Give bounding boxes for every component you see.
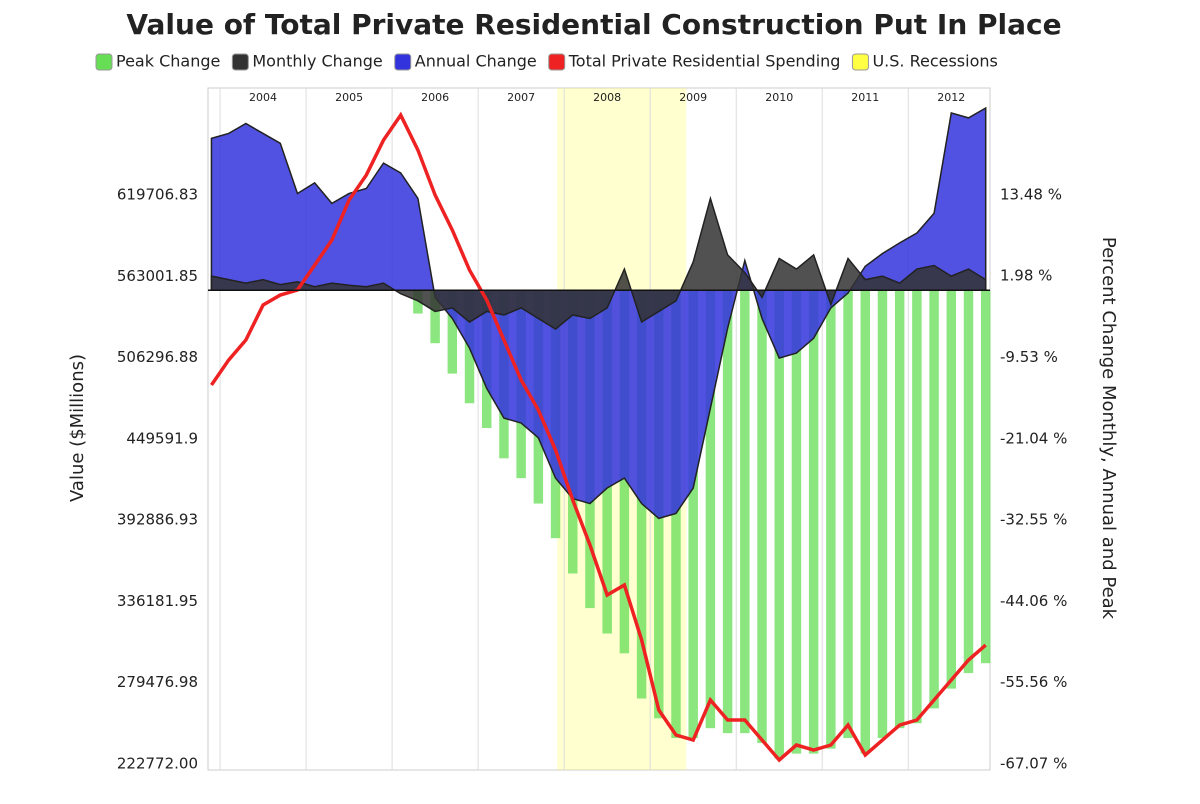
legend-label: Total Private Residential Spending (568, 52, 841, 71)
area (210, 195, 987, 331)
peak-bar (757, 290, 767, 744)
legend-label: U.S. Recessions (872, 52, 997, 71)
peak-bar (963, 290, 974, 674)
y2-tick-label: -55.56 % (1000, 673, 1067, 691)
peak-bar (877, 290, 888, 739)
peak-bar (791, 290, 802, 754)
y-tick-label: 449591.9 (126, 429, 198, 447)
peak-bar (688, 290, 698, 739)
legend-swatch (548, 53, 566, 71)
y2-tick-label: -32.55 % (1000, 511, 1067, 529)
x-tick-label: 2011 (851, 91, 879, 104)
chart-title: Value of Total Private Residential Const… (126, 8, 1061, 41)
y2-tick-label: -67.07 % (1000, 754, 1067, 772)
y2-tick-label: -9.53 % (1000, 348, 1058, 366)
x-tick-label: 2007 (507, 91, 535, 104)
y-tick-label: 279476.98 (117, 673, 198, 691)
x-tick-label: 2009 (679, 91, 707, 104)
peak-bar (843, 290, 853, 739)
y-tick-label: 506296.88 (117, 348, 198, 366)
legend-swatch (95, 53, 113, 71)
peak-bar (740, 290, 750, 734)
peak-bar (722, 290, 733, 734)
x-tick-label: 2010 (765, 91, 793, 104)
peak-bar (912, 290, 922, 724)
peak-bar (705, 290, 716, 729)
y2-axis-title: Percent Change Monthly, Annual and Peak (1098, 237, 1119, 620)
peak-bar (980, 290, 991, 664)
y2-tick-label: 13.48 % (1000, 186, 1062, 204)
legend-swatch (231, 53, 249, 71)
y2-tick-label: 1.98 % (1000, 267, 1052, 285)
y-tick-label: 336181.95 (117, 592, 198, 610)
x-tick-label: 2004 (249, 91, 277, 104)
y-tick-label: 563001.85 (117, 267, 198, 285)
y2-tick-label: -21.04 % (1000, 429, 1067, 447)
peak-bar (774, 290, 784, 759)
peak-bar (447, 290, 458, 374)
legend-swatch (851, 53, 869, 71)
peak-bar (413, 290, 423, 314)
peak-bar (808, 290, 819, 754)
legend-swatch (394, 53, 412, 71)
y2-tick-label: -44.06 % (1000, 592, 1067, 610)
y-tick-label: 222772.00 (117, 755, 198, 773)
x-tick-label: 2012 (937, 91, 965, 104)
peak-bar (894, 290, 905, 729)
x-tick-label: 2005 (335, 91, 363, 104)
x-tick-label: 2006 (421, 91, 449, 104)
legend-label: Peak Change (116, 52, 220, 71)
y-tick-label: 619706.83 (117, 185, 198, 203)
peak-bar (826, 290, 836, 749)
peak-bar (929, 290, 939, 709)
peak-bar (946, 290, 957, 689)
line (209, 111, 987, 763)
y-tick-label: 392886.93 (117, 511, 198, 529)
peak-bar (860, 290, 870, 754)
y-axis-title: Value ($Millions) (67, 354, 88, 502)
legend-label: Monthly Change (252, 52, 382, 71)
legend-label: Annual Change (415, 52, 537, 71)
peak-bar (430, 290, 440, 344)
x-tick-label: 2008 (593, 91, 621, 104)
